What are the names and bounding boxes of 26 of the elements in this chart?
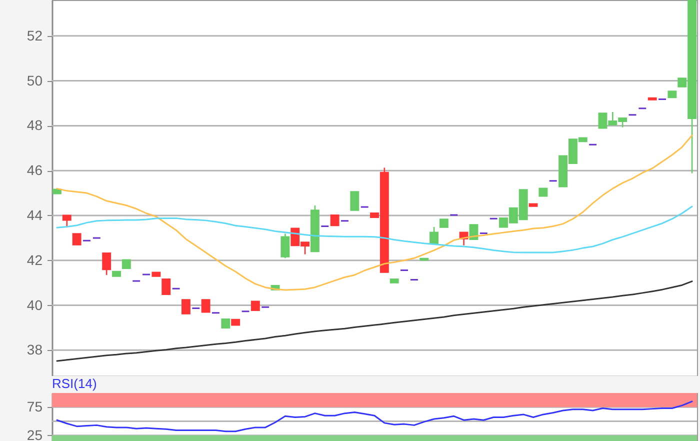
candlestick xyxy=(201,299,210,313)
y-tick-label: 52 xyxy=(26,27,43,44)
y-tick-label: 44 xyxy=(26,207,43,223)
y-tick-label: 46 xyxy=(26,162,43,178)
y-tick-label: 75 xyxy=(26,398,43,415)
line-series xyxy=(56,280,693,362)
line-series xyxy=(56,400,693,432)
y-tick-label: 25 xyxy=(26,426,43,441)
candlestick xyxy=(330,214,340,226)
line-series xyxy=(56,134,693,291)
candlestick xyxy=(181,299,190,314)
y-tick-label: 42 xyxy=(26,252,43,268)
candlestick xyxy=(72,233,82,246)
y-tick-label: 40 xyxy=(26,296,43,313)
candlestick xyxy=(62,214,72,227)
chart-title: RSI(14) xyxy=(52,376,97,391)
candlestick xyxy=(162,278,171,296)
candlestick xyxy=(350,191,360,211)
y-tick-label: 48 xyxy=(26,117,43,134)
y-tick-label: 38 xyxy=(26,342,43,358)
y-tick-label: 50 xyxy=(26,72,43,88)
line-series xyxy=(56,206,693,254)
candlestick xyxy=(430,226,439,244)
candlestick xyxy=(469,224,478,240)
candlestick xyxy=(102,252,112,276)
candlestick xyxy=(280,233,290,259)
